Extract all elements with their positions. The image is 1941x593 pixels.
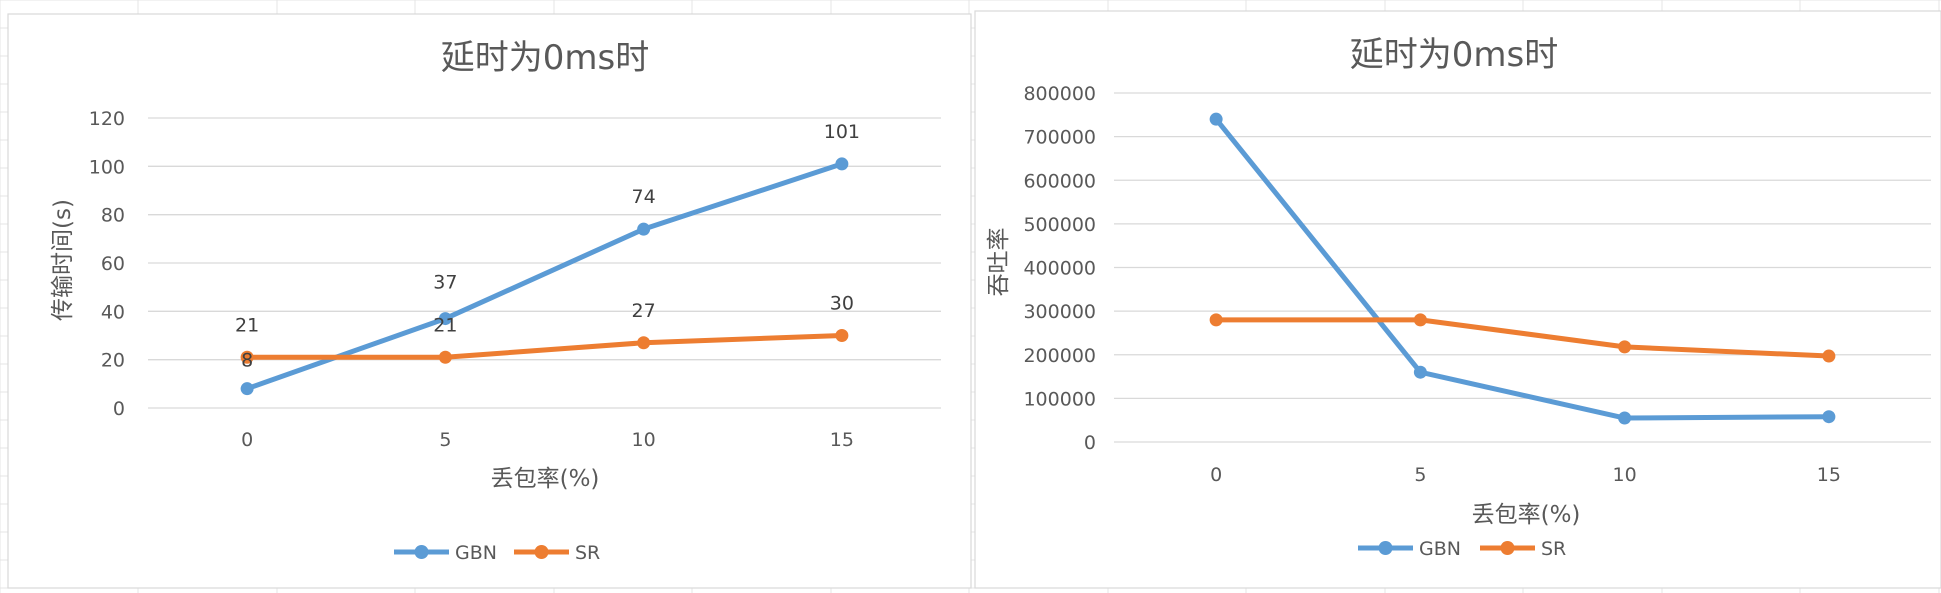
x-tick-label: 10 [1613,464,1637,486]
legend-item-gbn[interactable]: GBN [1358,538,1461,560]
gridlines [148,117,941,409]
series-lines [1209,112,1836,425]
data-point-sr[interactable] [240,350,254,364]
x-tick-label: 15 [830,429,854,451]
y-tick-label: 60 [101,253,125,275]
legend-marker [414,545,429,559]
data-label: 21 [433,314,457,336]
x-tick-label: 15 [1817,464,1841,486]
y-tick-label: 80 [101,205,125,227]
legend-label: GBN [455,542,497,564]
legend[interactable]: GBN SR [394,542,600,564]
data-label: 74 [632,186,656,208]
legend-marker [1500,541,1515,555]
chart-title: 延时为0ms时 [441,38,649,78]
data-point-gbn[interactable] [1413,365,1427,379]
x-tick-label: 0 [1210,464,1222,486]
y-tick-label: 800000 [1023,83,1096,105]
chart-title: 延时为0ms时 [1350,35,1558,75]
data-point-sr[interactable] [1822,349,1836,363]
x-tick-label: 5 [1414,464,1426,486]
data-point-gbn[interactable] [835,157,849,171]
y-tick-label: 300000 [1023,301,1096,323]
x-tick-label: 0 [241,429,253,451]
y-tick-label: 120 [89,108,125,130]
y-tick-label: 0 [1084,432,1096,454]
x-tick-label: 5 [439,429,451,451]
x-tick-labels: 0 5 10 15 [241,429,854,451]
y-tick-label: 400000 [1023,258,1096,280]
data-label: 101 [824,121,860,143]
y-tick-label: 40 [101,301,125,323]
y-tick-label: 700000 [1023,127,1096,149]
data-point-sr[interactable] [438,350,452,364]
data-point-sr[interactable] [1209,313,1223,327]
data-point-sr[interactable] [637,336,651,350]
series-line-sr[interactable] [1213,317,1832,359]
y-tick-label: 0 [113,398,125,420]
y-tick-label: 200000 [1023,345,1096,367]
legend-marker [1378,541,1393,555]
series-lines [240,157,849,396]
data-point-gbn[interactable] [1822,410,1836,424]
legend-marker [534,545,549,559]
legend-item-sr[interactable]: SR [514,542,600,564]
y-tick-label: 500000 [1023,214,1096,236]
chart-panel[interactable] [974,10,1941,589]
data-point-gbn[interactable] [438,312,452,326]
legend-item-gbn[interactable]: GBN [394,542,497,564]
data-point-gbn[interactable] [1618,411,1632,425]
x-tick-label: 10 [632,429,656,451]
data-point-gbn[interactable] [637,222,651,236]
data-point-gbn[interactable] [240,382,254,396]
data-label: 27 [632,300,656,322]
x-axis-label: 丢包率(%) [491,466,600,492]
x-tick-labels: 0 5 10 15 [1210,464,1841,486]
data-labels: 8 37 74 101 21 21 27 30 [235,121,860,372]
series-line-gbn[interactable] [244,161,845,392]
y-tick-labels: 0 20 40 60 80 100 120 [89,108,125,420]
y-tick-label: 20 [101,350,125,372]
gridlines [1114,92,1931,443]
legend-label: SR [575,542,600,564]
data-label: 21 [235,314,259,336]
legend[interactable]: GBN SR [1358,538,1566,560]
data-point-sr[interactable] [1413,313,1427,327]
chart-transfer-time[interactable]: 延时为0ms时 0 20 40 60 80 100 120 0 5 10 15 8 37 74 101 2… [7,13,972,589]
data-label: 8 [241,350,253,372]
data-point-gbn[interactable] [1209,112,1223,126]
y-tick-label: 100 [89,156,125,178]
legend-label: SR [1541,538,1566,560]
y-tick-label: 600000 [1023,170,1096,192]
y-tick-label: 100000 [1023,388,1096,410]
legend-item-sr[interactable]: SR [1480,538,1566,560]
x-axis-label: 丢包率(%) [1472,502,1581,528]
data-point-sr[interactable] [1618,340,1632,354]
y-axis-label: 吞吐率 [986,228,1012,297]
data-label: 30 [830,293,854,315]
y-axis-label: 传输时间(s) [50,199,76,321]
series-line-gbn[interactable] [1213,116,1832,421]
chart-throughput[interactable]: 延时为0ms时 0 100000 200000 300000 400000 500000 6… [974,10,1941,589]
legend-label: GBN [1419,538,1461,560]
data-point-sr[interactable] [835,329,849,342]
series-line-sr[interactable] [244,333,845,360]
y-tick-labels: 0 100000 200000 300000 400000 500000 600000 700… [1023,83,1096,454]
data-label: 37 [433,272,457,294]
